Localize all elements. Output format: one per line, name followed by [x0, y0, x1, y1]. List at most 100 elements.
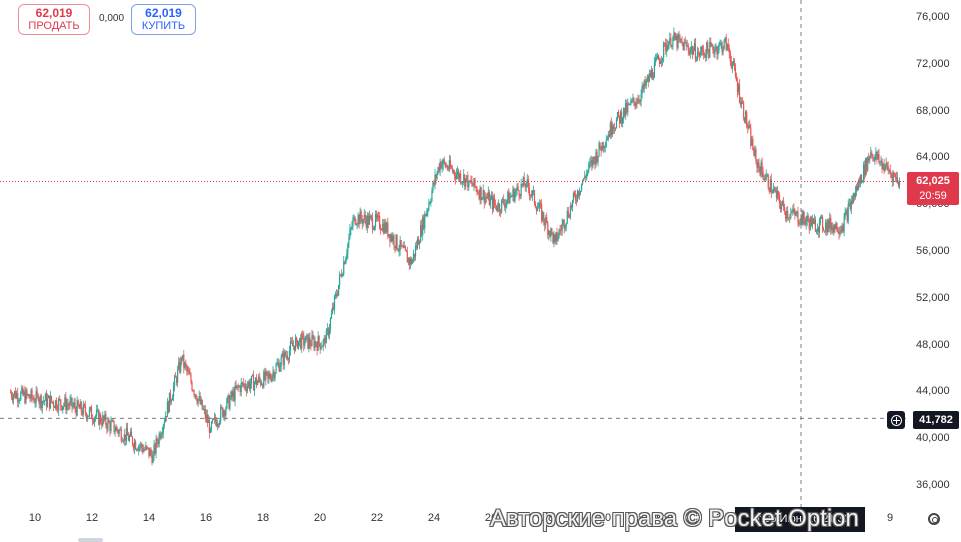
- candle-body: [118, 430, 120, 434]
- candle-body: [858, 180, 861, 184]
- candle-body: [606, 138, 608, 141]
- candle-body: [596, 151, 598, 162]
- sell-button[interactable]: 62,019 ПРОДАТЬ: [18, 4, 90, 35]
- candle-body: [836, 222, 838, 232]
- candle-body: [231, 391, 233, 397]
- candle-body: [367, 215, 369, 225]
- candle-body: [726, 43, 728, 50]
- candle-body: [206, 414, 208, 423]
- candle-body: [712, 45, 714, 51]
- candle-body: [49, 396, 52, 409]
- candle-body: [431, 190, 433, 201]
- candle-body: [615, 119, 618, 129]
- candle-body: [45, 394, 47, 407]
- candle-body: [760, 162, 762, 176]
- candle-body: [529, 194, 531, 196]
- candle-body: [427, 209, 429, 212]
- candle-body: [253, 382, 256, 391]
- candle-body: [129, 431, 132, 437]
- candle-body: [573, 192, 576, 195]
- candle-body: [707, 42, 709, 50]
- candle-body: [80, 402, 82, 412]
- candle-body: [416, 238, 419, 248]
- candle-body: [387, 222, 389, 237]
- candle-body: [603, 146, 605, 149]
- candle-body: [15, 391, 17, 399]
- x-tick-label: 9: [886, 512, 894, 524]
- candle-body: [804, 219, 806, 225]
- candle-body: [802, 211, 804, 225]
- candle-body: [428, 203, 430, 210]
- candle-body: [146, 445, 148, 448]
- candle-body: [666, 44, 668, 52]
- candle-body: [293, 345, 296, 351]
- candle-body: [128, 436, 131, 441]
- candle-body: [463, 174, 465, 182]
- candle-body: [295, 337, 298, 341]
- candle-body: [682, 42, 684, 51]
- candle-body: [848, 202, 850, 205]
- buy-button[interactable]: 62,019 КУПИТЬ: [131, 4, 196, 35]
- candle-body: [442, 159, 444, 165]
- candle-body: [756, 160, 758, 168]
- candle-body: [71, 397, 73, 408]
- candle-body: [744, 117, 746, 123]
- candle-body: [697, 52, 700, 54]
- candle-body: [371, 217, 374, 230]
- candle-body: [619, 111, 622, 124]
- candle-body: [250, 375, 253, 384]
- scroll-handle[interactable]: [78, 538, 103, 542]
- gear-icon[interactable]: [928, 513, 940, 525]
- candle-body: [183, 354, 185, 368]
- candle-body: [587, 170, 589, 173]
- candle-body: [777, 191, 780, 196]
- candle-body: [841, 226, 843, 232]
- candle-body: [590, 160, 592, 163]
- candle-body: [696, 52, 699, 60]
- candle-body: [629, 103, 631, 105]
- candle-body: [89, 407, 92, 410]
- candle-body: [856, 186, 859, 191]
- candle-body: [321, 346, 323, 348]
- candle-body: [574, 194, 577, 200]
- candle-body: [41, 401, 43, 408]
- candle-body: [244, 383, 246, 389]
- candle-body: [285, 355, 287, 357]
- candle-body: [671, 45, 673, 47]
- candle-body: [227, 395, 229, 399]
- candle-body: [273, 371, 275, 379]
- candle-body: [601, 142, 603, 152]
- candle-body: [709, 41, 711, 58]
- candle-body: [839, 230, 841, 235]
- candle-body: [176, 377, 178, 383]
- candle-body: [670, 37, 672, 47]
- candle-body: [406, 252, 408, 263]
- candle-body: [460, 173, 462, 183]
- candle-body: [894, 174, 896, 178]
- candle-body: [778, 195, 781, 204]
- candle-body: [376, 215, 379, 219]
- candle-body: [307, 334, 309, 349]
- candle-body: [179, 362, 181, 372]
- candle-body: [665, 42, 667, 52]
- candle-body: [267, 371, 269, 379]
- candle-body: [365, 219, 367, 228]
- candle-body: [211, 418, 214, 423]
- candle-body: [171, 397, 174, 401]
- candle-body: [437, 167, 439, 173]
- candle-body: [421, 225, 423, 236]
- candle-body: [40, 395, 42, 408]
- candle-body: [271, 375, 273, 381]
- candle-body: [380, 228, 382, 230]
- candle-body: [829, 217, 831, 229]
- candle-body: [216, 421, 218, 427]
- candle-body: [369, 215, 372, 217]
- candle-body: [384, 222, 386, 234]
- candle-body: [655, 58, 658, 60]
- plus-circle-icon[interactable]: [887, 411, 905, 429]
- candle-body: [821, 216, 824, 230]
- candle-body: [864, 164, 866, 176]
- candle-body: [114, 431, 116, 433]
